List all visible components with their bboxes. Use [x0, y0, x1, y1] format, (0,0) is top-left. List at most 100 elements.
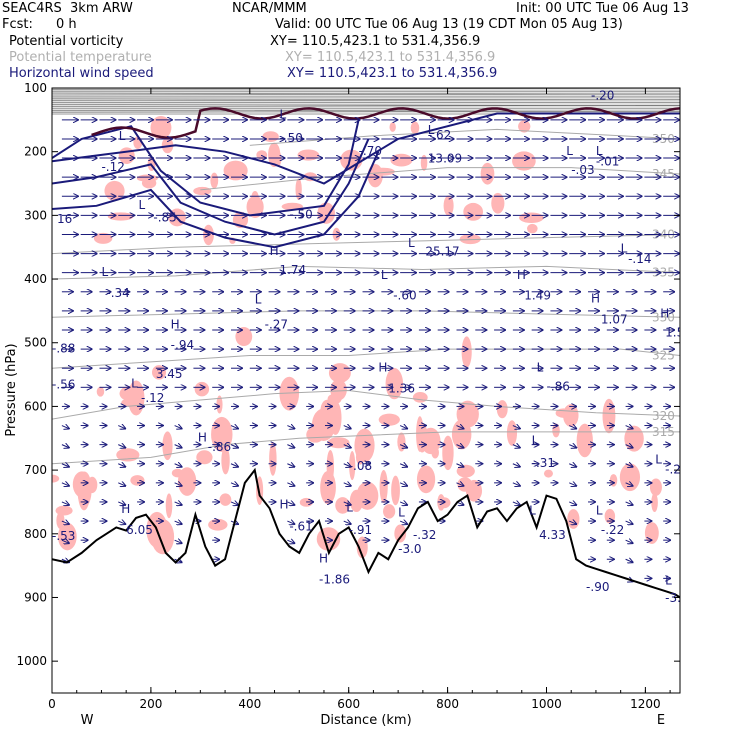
pv-shade-blob: [609, 474, 618, 487]
contour-extrema-label: L: [596, 144, 603, 158]
y-tick-label: 100: [24, 81, 47, 95]
contour-extrema-label: -.34: [106, 286, 129, 300]
pv-shade-blob: [480, 162, 495, 185]
pv-shade-blob: [410, 121, 420, 135]
pv-shade-blob: [451, 419, 472, 450]
experiment-title: SEAC4RS 3km ARW: [2, 1, 133, 16]
x-tick-label: 200: [139, 697, 162, 711]
contour-extrema-label: L: [537, 360, 544, 374]
contour-extrema-label: 1.5: [665, 325, 684, 339]
contour-extrema-label: -.90: [586, 580, 609, 594]
theta-contour: [52, 431, 680, 465]
pv-shade-blob: [619, 463, 641, 492]
contour-extrema-label: -.61: [289, 520, 312, 534]
theta-contour-label: 315: [652, 425, 675, 439]
field-xy-theta: XY= 110.5,423.1 to 531.4,356.9: [285, 50, 496, 65]
field-name-pv: Potential vorticity: [9, 34, 124, 49]
plot-frame: [51, 87, 681, 694]
upper-level-contour: [52, 105, 680, 107]
contour-extrema-label: H: [319, 551, 328, 565]
pv-shade-blob: [651, 493, 658, 512]
axis-layer: 100 200 300 400 500 600 700 800 900 1000 0 200 400 60…: [16, 81, 680, 711]
contour-extrema-label: L: [139, 198, 146, 212]
wind-vector: [174, 483, 182, 486]
wind-vector: [399, 464, 407, 467]
contour-extrema-label: 1.07: [601, 313, 628, 327]
pv-shade-blob: [208, 518, 228, 531]
contour-extrema-label: L: [532, 434, 539, 448]
wind-vector: [343, 521, 351, 524]
wind-vector: [118, 445, 125, 448]
contour-extrema-label: H: [660, 306, 669, 320]
pv-shade-blob: [219, 493, 232, 506]
contour-extrema-label: L: [119, 129, 126, 143]
pv-shade-blob: [57, 522, 77, 551]
contour-extrema-label: -.08: [349, 459, 372, 473]
wind-vector: [512, 426, 520, 429]
pv-shade-blob: [268, 142, 281, 168]
center-name: NCAR/MMM: [232, 1, 307, 16]
wind-vector: [118, 464, 125, 467]
y-tick-label: 300: [24, 208, 47, 222]
theta-contour: [52, 310, 680, 318]
pv-shade-blob: [555, 408, 572, 418]
pv-shade-blob: [416, 465, 436, 494]
contour-extrema-label: 6.05: [126, 523, 153, 537]
contour-extrema-label: -.70: [359, 144, 382, 158]
contour-extrema-label: -.27: [265, 318, 288, 332]
contour-extrema-label: L: [596, 504, 603, 518]
pv-shade-blob: [442, 435, 454, 471]
wind-vector: [287, 426, 294, 429]
theta-contour-label: 330: [652, 310, 675, 324]
field-xy-pv: XY= 110.5,423.1 to 531.4,356.9: [270, 34, 481, 49]
pv-shade-blob: [378, 413, 400, 426]
wind-vector: [118, 502, 125, 505]
wind-vector: [343, 502, 351, 505]
contour-extrema-label: -.88: [52, 341, 75, 355]
wind-vector: [512, 445, 520, 448]
pv-shade-blob: [649, 478, 662, 496]
wind-speed-contour: [52, 151, 380, 249]
contour-extrema-label: H: [591, 292, 600, 306]
contour-extrema-label: L: [408, 236, 415, 250]
pv-shade-blob: [385, 368, 404, 400]
x-tick-label: 600: [337, 697, 360, 711]
contour-extrema-label: H: [517, 268, 526, 282]
pv-shade-blob: [394, 524, 407, 543]
contour-extrema-label: 13.09: [428, 152, 462, 166]
pv-shade-blob: [576, 423, 593, 458]
contour-extrema-label: -.01: [596, 155, 619, 169]
contour-extrema-label: -.31: [532, 456, 555, 470]
contour-extrema-label: L: [101, 265, 108, 279]
contour-extrema-label: H: [279, 497, 288, 511]
contour-extrema-label: H: [378, 360, 387, 374]
x-tick-label: 1200: [630, 697, 661, 711]
init-time: Init: 00 UTC Tue 06 Aug 13: [516, 1, 689, 16]
x-right-direction: E: [657, 713, 665, 728]
upper-level-contour: [52, 93, 680, 96]
contour-extrema-label: -.56: [52, 378, 75, 392]
contour-extrema-label: -3.0: [665, 591, 688, 605]
contour-extrema-label: -.12: [101, 160, 124, 174]
pv-shade-blob: [130, 475, 145, 486]
contour-extrema-label: -.91: [349, 523, 372, 537]
pv-shade-blob: [52, 474, 60, 483]
pv-shade-blob: [391, 475, 400, 506]
pv-shade-blob: [320, 470, 336, 505]
wind-vector: [287, 502, 294, 505]
terrain-line: [52, 467, 680, 599]
contour-extrema-label: -.60: [393, 288, 416, 302]
pv-shade-blob: [317, 202, 336, 224]
pv-shade-blob: [165, 493, 173, 519]
y-tick-label: 400: [24, 272, 47, 286]
pv-shade-blob: [456, 464, 475, 478]
x-axis-label: Distance (km): [320, 713, 411, 728]
pv-shade-blob: [162, 431, 173, 461]
field-xy-wind: XY= 110.5,423.1 to 531.4,356.9: [287, 66, 498, 81]
pv-shade-blob: [390, 153, 413, 167]
contour-extrema-label: H: [121, 502, 130, 516]
wind-vector: [625, 502, 633, 505]
pv-shade-blob: [354, 428, 375, 463]
pv-shade-blob: [193, 186, 212, 196]
